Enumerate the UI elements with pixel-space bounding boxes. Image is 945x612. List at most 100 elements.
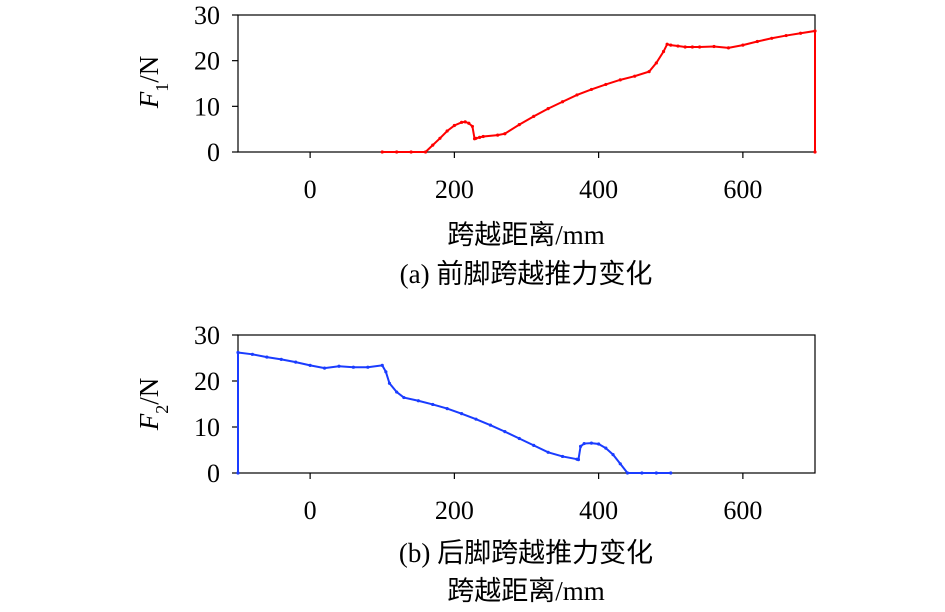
x-axis-label: 跨越距离/mm <box>447 220 605 250</box>
plot-frame <box>237 14 816 153</box>
data-point <box>698 45 702 49</box>
data-point <box>589 441 594 445</box>
data-point <box>633 74 637 78</box>
data-point <box>409 150 413 154</box>
data-point <box>597 442 601 446</box>
x-axis-label: 跨越距离/mm <box>447 576 605 606</box>
data-point <box>618 78 622 82</box>
data-point <box>395 390 399 394</box>
data-point <box>611 453 615 457</box>
data-point <box>395 150 399 154</box>
data-point <box>387 381 392 385</box>
data-point <box>532 114 536 118</box>
data-point <box>712 44 716 49</box>
y-tick-label: 30 <box>194 321 220 350</box>
x-ticks: 0 200 400 600 <box>304 152 762 204</box>
y-tick-label: 0 <box>207 459 220 488</box>
data-point <box>813 150 817 154</box>
data-point <box>463 120 467 124</box>
data-point <box>546 450 550 454</box>
x-tick-label: 400 <box>579 496 618 525</box>
y-ticks: 0 10 20 30 <box>194 1 238 167</box>
data-point <box>351 365 355 369</box>
data-point <box>589 87 594 92</box>
y-tick-label: 10 <box>194 413 220 442</box>
data-point <box>690 45 694 49</box>
data-point <box>661 49 666 54</box>
data-point <box>452 123 456 128</box>
data-point <box>582 441 586 446</box>
series-polyline <box>237 351 671 474</box>
data-point <box>250 352 255 356</box>
chart-front-foot: 0 200 400 600 0 10 20 30 F1/N 跨越距离/mm (a) 前脚跨越… <box>134 1 817 289</box>
y-axis-label-main: F <box>134 413 164 431</box>
data-point <box>517 123 521 127</box>
data-point <box>279 357 283 361</box>
data-point <box>503 132 507 136</box>
chart-caption: (a) 前脚跨越推力变化 <box>400 259 653 289</box>
data-point <box>380 150 384 154</box>
y-axis-label: F2/N <box>134 378 172 432</box>
data-point <box>337 364 341 368</box>
data-point <box>532 443 536 447</box>
data-point <box>445 407 449 411</box>
data-point <box>647 70 651 74</box>
x-tick-label: 0 <box>304 496 317 525</box>
x-tick-label: 200 <box>435 175 474 204</box>
data-point <box>784 33 788 38</box>
data-point <box>402 395 406 400</box>
y-tick-label: 10 <box>194 92 220 121</box>
data-point <box>755 39 759 44</box>
chart-caption: (b) 后脚跨越推力变化 <box>399 538 653 568</box>
data-point <box>470 124 475 129</box>
data-point <box>618 462 622 466</box>
data-point <box>576 458 581 462</box>
data-point <box>770 36 774 40</box>
x-ticks: 0 200 400 600 <box>304 473 762 525</box>
plot-border <box>237 14 816 153</box>
data-point <box>575 93 579 97</box>
data-point <box>322 366 327 370</box>
data-point <box>438 136 442 140</box>
series-line <box>236 350 673 475</box>
data-point <box>481 134 485 139</box>
data-point <box>496 133 500 137</box>
x-tick-label: 400 <box>579 175 618 204</box>
y-tick-label: 20 <box>194 47 220 76</box>
data-point <box>625 471 630 475</box>
data-point <box>683 45 687 49</box>
y-axis-label: F1/N <box>134 56 172 110</box>
data-point <box>474 417 478 421</box>
data-point <box>741 43 745 47</box>
plot-border <box>237 334 816 474</box>
x-tick-label: 200 <box>435 496 474 525</box>
data-point <box>308 363 312 367</box>
y-axis-label-sub: 1 <box>152 83 172 92</box>
data-point <box>669 43 673 47</box>
x-tick-label: 600 <box>723 175 762 204</box>
y-axis-label-unit: /N <box>134 378 164 405</box>
y-axis-label-main: F <box>134 91 164 109</box>
data-point <box>445 129 449 133</box>
data-point <box>423 150 428 154</box>
chart-rear-foot: 0 200 400 600 0 10 20 30 F2/N (b) 后脚跨越推力变化 跨越距… <box>134 321 816 606</box>
y-ticks: 0 10 20 30 <box>194 321 238 488</box>
data-point <box>265 355 269 359</box>
data-point <box>560 454 565 459</box>
x-tick-label: 600 <box>723 496 762 525</box>
data-point <box>380 363 384 367</box>
data-point <box>578 444 583 448</box>
data-point <box>467 121 471 125</box>
y-tick-label: 20 <box>194 367 220 396</box>
data-point <box>431 143 435 147</box>
y-tick-label: 0 <box>207 138 220 167</box>
data-point <box>431 402 435 407</box>
series-line <box>380 29 817 154</box>
y-axis-label-unit: /N <box>134 56 164 83</box>
series-polyline <box>382 29 816 153</box>
data-point <box>416 399 420 403</box>
data-point <box>669 471 673 475</box>
data-point <box>294 360 298 364</box>
y-tick-label: 30 <box>194 1 220 30</box>
